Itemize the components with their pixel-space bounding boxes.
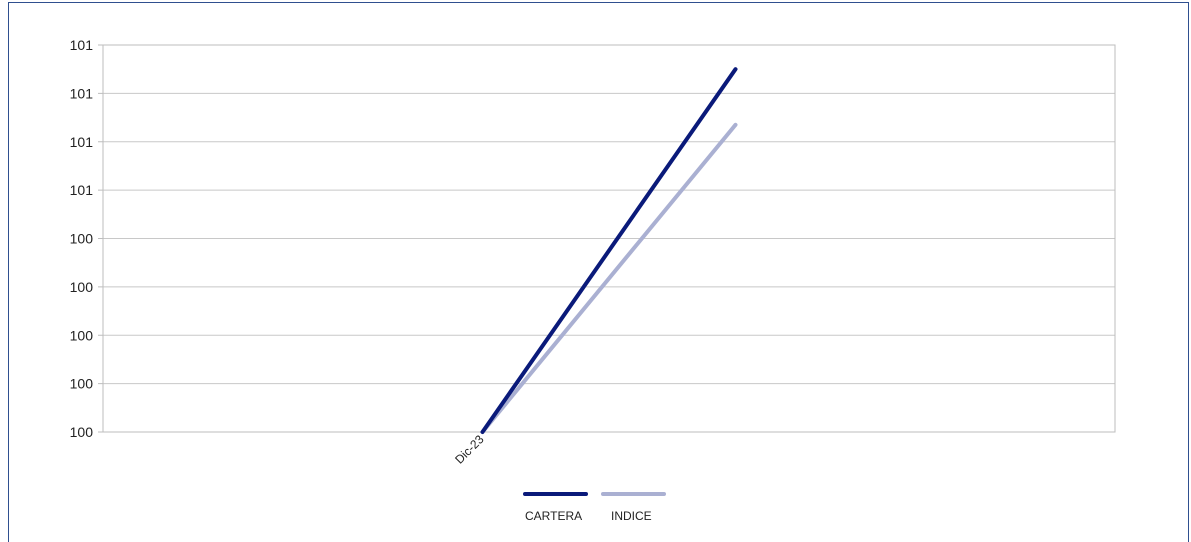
plot-area: [102, 44, 1116, 433]
y-tick-label: 101: [70, 182, 94, 198]
y-tick-label: 101: [70, 85, 94, 101]
chart-frame: [8, 2, 1189, 542]
series-lines: [480, 67, 738, 434]
y-tick-label: 101: [70, 37, 94, 53]
y-tick-label: 101: [70, 134, 94, 150]
legend-label-indice: INDICE: [611, 509, 652, 523]
y-axis-tick-labels: 101 101 101 101 100 100 100 100 100: [70, 37, 94, 440]
y-tick-label: 100: [70, 279, 94, 295]
series-line-indice: [480, 122, 738, 434]
y-tick-label: 100: [70, 376, 94, 392]
legend: CARTERA INDICE: [523, 492, 666, 523]
series-line-cartera: [480, 67, 738, 434]
x-axis-tick-labels: Dic-23: [452, 432, 487, 467]
y-tick-label: 100: [70, 424, 94, 440]
legend-label-cartera: CARTERA: [525, 509, 582, 523]
x-tick-label: Dic-23: [452, 432, 487, 467]
y-tick-label: 100: [70, 231, 94, 247]
gridlines: [98, 44, 1115, 433]
y-tick-label: 100: [70, 327, 94, 343]
